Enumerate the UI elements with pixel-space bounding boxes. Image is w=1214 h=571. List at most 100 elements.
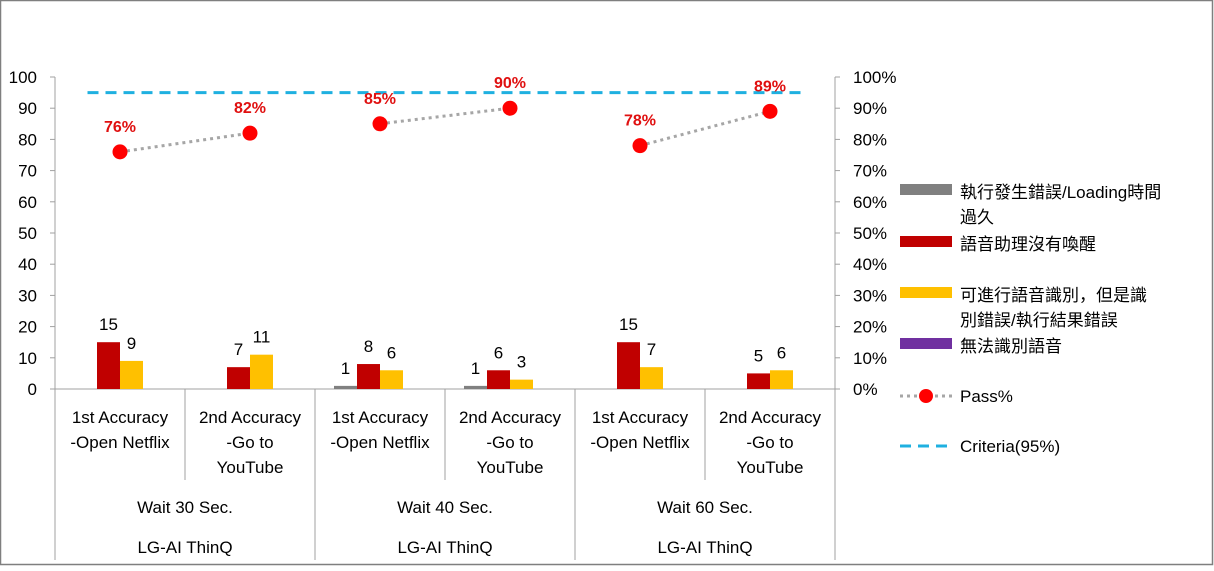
bar — [120, 360, 143, 389]
y-right-tick-label: 70% — [853, 162, 887, 181]
x-group-label: Wait 60 Sec. — [657, 498, 753, 517]
bar-data-label: 5 — [754, 346, 763, 365]
x-category-label: -Go to — [486, 433, 533, 452]
x-category-label: -Open Netflix — [70, 433, 170, 452]
y-left-tick-label: 60 — [18, 193, 37, 212]
bar-data-label: 8 — [364, 337, 373, 356]
bar — [357, 364, 380, 389]
legend-swatch — [900, 338, 952, 349]
lines — [87, 91, 803, 160]
legend-swatch — [900, 236, 952, 247]
bar — [250, 354, 273, 389]
bar — [747, 373, 770, 389]
legend-label: 無法識別語音 — [960, 337, 1062, 356]
pass-point — [112, 144, 128, 160]
bar — [617, 342, 640, 389]
legend-swatch — [900, 184, 952, 195]
legend-label: 別錯誤/執行結果錯誤 — [960, 311, 1118, 330]
bar-data-label: 11 — [253, 328, 271, 347]
pass-data-label: 90% — [494, 75, 526, 92]
bar — [334, 385, 357, 389]
x-group-label: Wait 30 Sec. — [137, 498, 233, 517]
pass-data-label: 78% — [624, 113, 656, 130]
x-supergroup-label: LG-AI ThinQ — [657, 538, 752, 557]
y-right-tick-label: 40% — [853, 255, 887, 274]
legend-label: Pass% — [960, 387, 1013, 406]
y-left-tick-label: 0 — [28, 380, 37, 399]
pass-point — [372, 116, 388, 132]
x-category-label: 1st Accuracy — [72, 408, 169, 427]
legend-label: 可進行語音識別，但是識 — [960, 286, 1147, 305]
y-right-tick-label: 50% — [853, 224, 887, 243]
legend-label: 執行發生錯誤/Loading時間 — [960, 183, 1161, 202]
pass-point — [632, 138, 648, 154]
pass-point — [242, 125, 258, 141]
y-left-tick-label: 90 — [18, 99, 37, 118]
bar-data-label: 3 — [517, 353, 526, 372]
pass-line-segment — [639, 109, 771, 148]
legend-pass-marker — [919, 389, 933, 403]
x-supergroup-label: LG-AI ThinQ — [137, 538, 232, 557]
y-left-tick-label: 100 — [9, 68, 37, 87]
y-right-tick-label: 30% — [853, 286, 887, 305]
x-category-label: 2nd Accuracy — [719, 408, 822, 427]
bar — [97, 342, 120, 389]
legend-label: 過久 — [960, 208, 994, 227]
x-category-label: -Open Netflix — [330, 433, 430, 452]
bar-data-label: 6 — [387, 343, 396, 362]
bar — [227, 367, 250, 389]
bar-data-label: 6 — [494, 343, 503, 362]
y-left-tick-label: 40 — [18, 255, 37, 274]
legend-label: Criteria(95%) — [960, 437, 1060, 456]
bar — [380, 370, 403, 389]
bar — [510, 379, 533, 389]
pass-point — [762, 103, 778, 119]
bar — [464, 385, 487, 389]
x-category-label: 1st Accuracy — [332, 408, 429, 427]
bar-data-label: 6 — [777, 343, 786, 362]
x-category-label: -Open Netflix — [590, 433, 690, 452]
x-category-label: YouTube — [217, 458, 284, 477]
y-left-tick-label: 80 — [18, 130, 37, 149]
bar-data-label: 15 — [99, 315, 118, 334]
bar — [487, 370, 510, 389]
bars — [97, 342, 793, 389]
pass-point — [502, 100, 518, 116]
y-right-tick-label: 10% — [853, 349, 887, 368]
y-left-tick-label: 30 — [18, 286, 37, 305]
y-left-tick-label: 20 — [18, 318, 37, 337]
x-group-label: Wait 40 Sec. — [397, 498, 493, 517]
y-right-tick-label: 60% — [853, 193, 887, 212]
bar-data-label: 1 — [341, 359, 350, 378]
pass-data-label: 76% — [104, 119, 136, 136]
legend-label: 語音助理沒有喚醒 — [960, 235, 1096, 254]
axes: 0 10 20 30 40 50 60 70 80 90 100 0% 10% 20% 30% 40% 50% 6… — [9, 68, 896, 560]
x-category-label: YouTube — [477, 458, 544, 477]
x-category-label: -Go to — [746, 433, 793, 452]
bar-data-label: 15 — [619, 315, 638, 334]
x-category-label: 2nd Accuracy — [199, 408, 302, 427]
legend-swatch — [900, 287, 952, 298]
pass-line-segment — [379, 106, 511, 126]
pass-data-label: 82% — [234, 100, 266, 117]
legend: 執行發生錯誤/Loading時間過久語音助理沒有喚醒可進行語音識別，但是識別錯誤… — [900, 183, 1161, 456]
pass-data-label: 85% — [364, 91, 396, 108]
bar-data-label: 7 — [647, 340, 656, 359]
y-right-tick-label: 90% — [853, 99, 887, 118]
y-left-tick-label: 10 — [18, 349, 37, 368]
y-right-tick-label: 20% — [853, 318, 887, 337]
y-left-tick-label: 50 — [18, 224, 37, 243]
bar — [640, 367, 663, 389]
bar-data-label: 9 — [127, 334, 136, 353]
pass-line-segment — [119, 131, 251, 154]
y-left-tick-label: 70 — [18, 162, 37, 181]
x-supergroup-label: LG-AI ThinQ — [397, 538, 492, 557]
x-category-label: YouTube — [737, 458, 804, 477]
y-right-tick-label: 0% — [853, 380, 878, 399]
y-right-tick-label: 100% — [853, 68, 896, 87]
bar — [770, 370, 793, 389]
